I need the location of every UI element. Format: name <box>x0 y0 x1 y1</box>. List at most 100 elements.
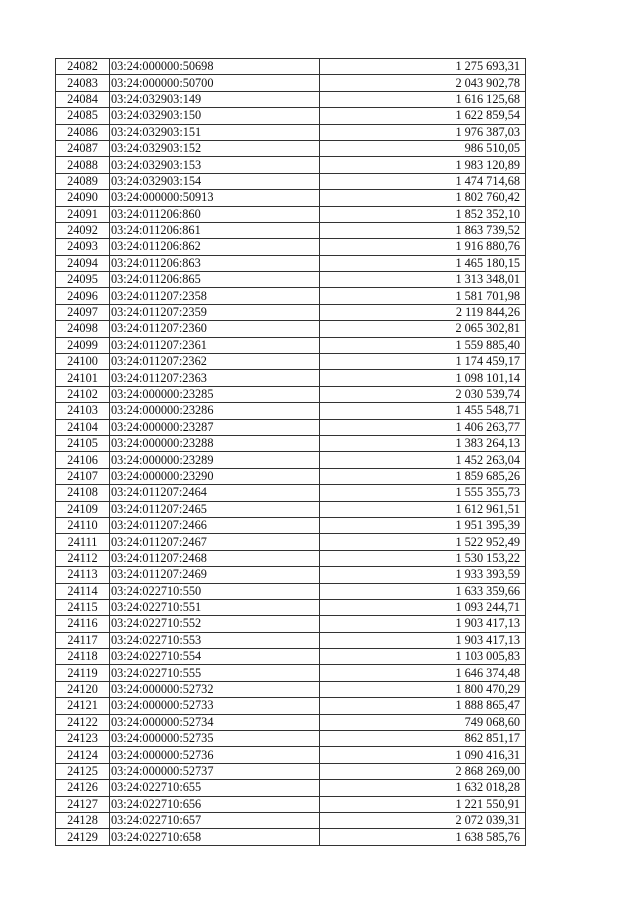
table-row: 24100 03:24:011207:2362 1 174 459,17 <box>55 353 526 371</box>
table-row: 24092 03:24:011206:861 1 863 739,52 <box>55 221 526 240</box>
row-number-cell: 24121 <box>55 697 110 715</box>
table-row: 24129 03:24:022710:658 1 638 585,76 <box>55 828 526 846</box>
row-number-cell: 24104 <box>55 418 110 436</box>
cadastral-value-cell: 1 090 416,31 <box>319 746 526 764</box>
cadastral-value-cell: 1 455 548,71 <box>319 402 526 420</box>
table-row: 24125 03:24:000000:52737 2 868 269,00 <box>55 762 526 781</box>
cadastral-number-cell: 03:24:000000:23289 <box>109 451 320 469</box>
table-row: 24088 03:24:032903:153 1 983 120,89 <box>55 156 526 174</box>
row-number-cell: 24125 <box>55 762 110 781</box>
table-row: 24121 03:24:000000:52733 1 888 865,47 <box>55 697 526 715</box>
cadastral-value-cell: 1 406 263,77 <box>319 418 526 436</box>
cadastral-value-cell: 1 559 885,40 <box>319 336 526 355</box>
row-number-cell: 24119 <box>55 664 110 682</box>
table-body: 24082 03:24:000000:50698 1 275 693,31 24083… <box>55 57 526 846</box>
cadastral-value-cell: 1 903 417,13 <box>319 631 526 650</box>
cadastral-number-cell: 03:24:011206:862 <box>109 238 320 256</box>
row-number-cell: 24102 <box>55 385 110 404</box>
table-row: 24114 03:24:022710:550 1 633 359,66 <box>55 582 526 600</box>
row-number-cell: 24096 <box>55 287 110 305</box>
table-row: 24089 03:24:032903:154 1 474 714,68 <box>55 172 526 191</box>
table-row: 24126 03:24:022710:655 1 632 018,28 <box>55 779 526 797</box>
row-number-cell: 24111 <box>55 533 110 551</box>
cadastral-number-cell: 03:24:032903:150 <box>109 107 320 125</box>
table-row: 24087 03:24:032903:152 986 510,05 <box>55 139 526 158</box>
table-row: 24128 03:24:022710:657 2 072 039,31 <box>55 811 526 830</box>
table-row: 24108 03:24:011207:2464 1 555 355,73 <box>55 484 526 502</box>
cadastral-value-cell: 2 065 302,81 <box>319 320 526 338</box>
cadastral-number-cell: 03:24:000000:52735 <box>109 730 320 748</box>
cadastral-value-cell: 2 119 844,26 <box>319 303 526 322</box>
cadastral-value-cell: 1 622 859,54 <box>319 107 526 125</box>
cadastral-value-table: 24082 03:24:000000:50698 1 275 693,31 24083… <box>55 57 526 846</box>
row-number-cell: 24127 <box>55 795 110 813</box>
row-number-cell: 24116 <box>55 615 110 633</box>
cadastral-value-cell: 1 313 348,01 <box>319 271 526 289</box>
cadastral-number-cell: 03:24:011207:2358 <box>109 287 320 305</box>
row-number-cell: 24082 <box>55 57 110 76</box>
row-number-cell: 24120 <box>55 680 110 699</box>
row-number-cell: 24105 <box>55 434 110 453</box>
cadastral-value-cell: 1 474 714,68 <box>319 172 526 191</box>
row-number-cell: 24091 <box>55 205 110 223</box>
table-row: 24110 03:24:011207:2466 1 951 395,39 <box>55 516 526 535</box>
table-row: 24112 03:24:011207:2468 1 530 153,22 <box>55 549 526 568</box>
row-number-cell: 24087 <box>55 139 110 158</box>
cadastral-value-cell: 1 522 952,49 <box>319 533 526 551</box>
table-row: 24124 03:24:000000:52736 1 090 416,31 <box>55 746 526 764</box>
cadastral-number-cell: 03:24:011207:2360 <box>109 320 320 338</box>
row-number-cell: 24098 <box>55 320 110 338</box>
cadastral-value-cell: 749 068,60 <box>319 713 526 732</box>
cadastral-value-cell: 1 800 470,29 <box>319 680 526 699</box>
cadastral-value-cell: 1 275 693,31 <box>319 57 526 76</box>
row-number-cell: 24129 <box>55 828 110 846</box>
row-number-cell: 24107 <box>55 467 110 486</box>
cadastral-value-cell: 1 951 395,39 <box>319 516 526 535</box>
row-number-cell: 24124 <box>55 746 110 764</box>
cadastral-value-cell: 1 633 359,66 <box>319 582 526 600</box>
row-number-cell: 24086 <box>55 123 110 141</box>
cadastral-value-cell: 1 888 865,47 <box>319 697 526 715</box>
table-row: 24095 03:24:011206:865 1 313 348,01 <box>55 271 526 289</box>
cadastral-number-cell: 03:24:022710:554 <box>109 648 320 666</box>
cadastral-value-cell: 1 802 760,42 <box>319 189 526 207</box>
table-row: 24116 03:24:022710:552 1 903 417,13 <box>55 615 526 633</box>
cadastral-value-cell: 1 093 244,71 <box>319 598 526 617</box>
cadastral-value-cell: 1 916 880,76 <box>319 238 526 256</box>
table-row: 24083 03:24:000000:50700 2 043 902,78 <box>55 74 526 92</box>
row-number-cell: 24100 <box>55 353 110 371</box>
cadastral-value-cell: 1 863 739,52 <box>319 221 526 240</box>
table-row: 24085 03:24:032903:150 1 622 859,54 <box>55 107 526 125</box>
cadastral-value-cell: 1 903 417,13 <box>319 615 526 633</box>
cadastral-value-cell: 1 859 685,26 <box>319 467 526 486</box>
table-row: 24091 03:24:011206:860 1 852 352,10 <box>55 205 526 223</box>
row-number-cell: 24085 <box>55 107 110 125</box>
cadastral-value-cell: 2 030 539,74 <box>319 385 526 404</box>
table-row: 24113 03:24:011207:2469 1 933 393,59 <box>55 566 526 584</box>
cadastral-number-cell: 03:24:022710:555 <box>109 664 320 682</box>
row-number-cell: 24099 <box>55 336 110 355</box>
table-row: 24123 03:24:000000:52735 862 851,17 <box>55 730 526 748</box>
row-number-cell: 24090 <box>55 189 110 207</box>
cadastral-value-cell: 1 383 264,13 <box>319 434 526 453</box>
table-row: 24093 03:24:011206:862 1 916 880,76 <box>55 238 526 256</box>
cadastral-value-cell: 1 221 550,91 <box>319 795 526 813</box>
cadastral-number-cell: 03:24:022710:655 <box>109 779 320 797</box>
table-row: 24107 03:24:000000:23290 1 859 685,26 <box>55 467 526 486</box>
row-number-cell: 24126 <box>55 779 110 797</box>
row-number-cell: 24128 <box>55 811 110 830</box>
table-row: 24097 03:24:011207:2359 2 119 844,26 <box>55 303 526 322</box>
table-row: 24084 03:24:032903:149 1 616 125,68 <box>55 90 526 109</box>
table-row: 24127 03:24:022710:656 1 221 550,91 <box>55 795 526 813</box>
row-number-cell: 24123 <box>55 730 110 748</box>
cadastral-value-cell: 1 983 120,89 <box>319 156 526 174</box>
cadastral-number-cell: 03:24:022710:552 <box>109 615 320 633</box>
cadastral-number-cell: 03:24:011206:861 <box>109 221 320 240</box>
row-number-cell: 24115 <box>55 598 110 617</box>
row-number-cell: 24084 <box>55 90 110 109</box>
row-number-cell: 24117 <box>55 631 110 650</box>
table-row: 24118 03:24:022710:554 1 103 005,83 <box>55 648 526 666</box>
cadastral-value-cell: 1 616 125,68 <box>319 90 526 109</box>
cadastral-value-cell: 986 510,05 <box>319 139 526 158</box>
cadastral-value-cell: 2 868 269,00 <box>319 762 526 781</box>
